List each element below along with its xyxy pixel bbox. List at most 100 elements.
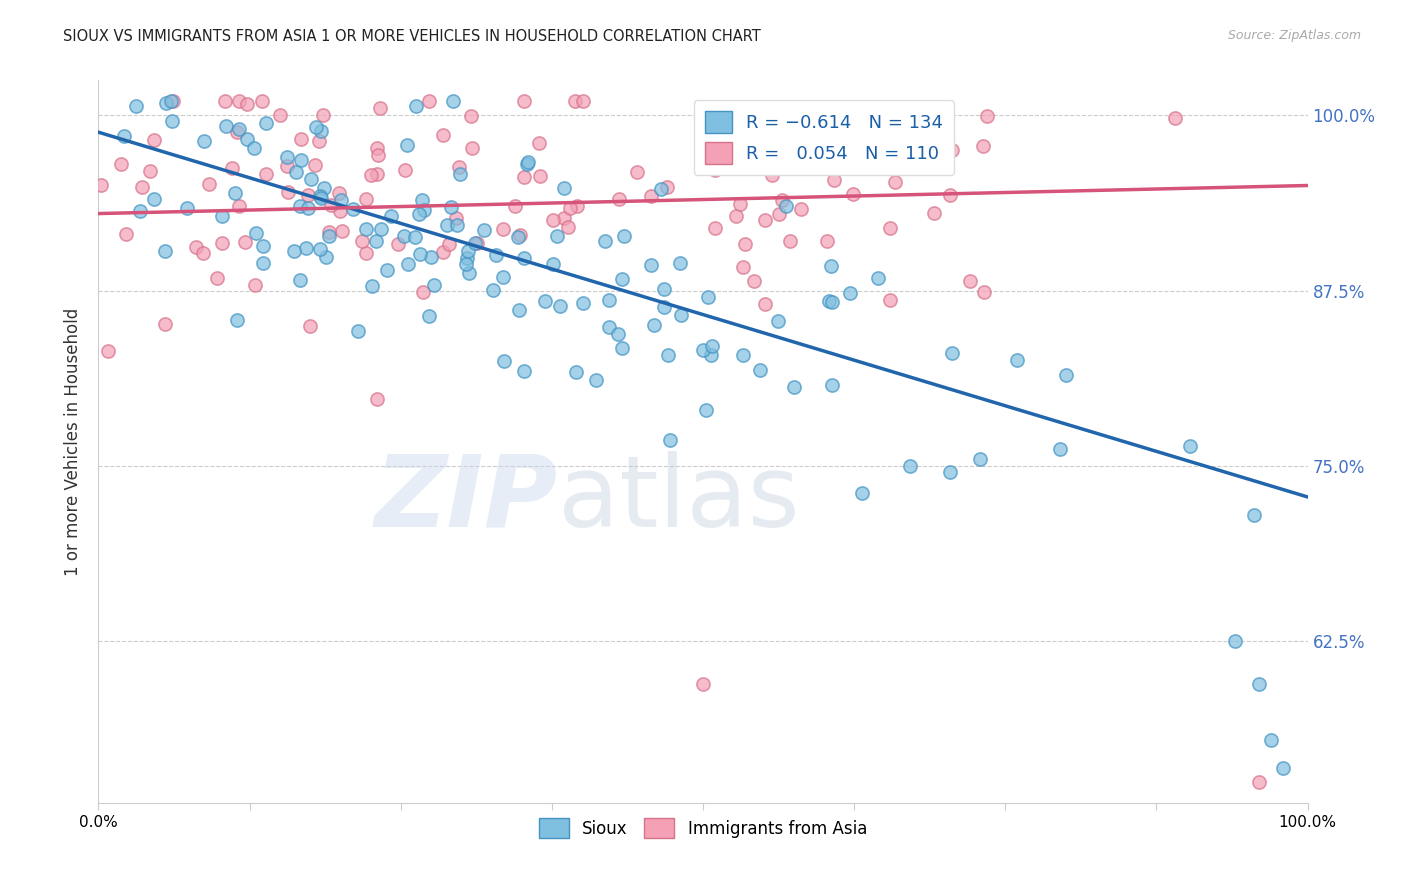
Point (464, 235, 486, 250)
Point (1180, 439, 1202, 453)
Point (155, 96, 177, 111)
Point (228, 199, 250, 213)
Point (1272, 761, 1295, 775)
Point (939, 188, 962, 202)
Point (837, 140, 859, 154)
Point (669, 308, 692, 322)
Text: SIOUX VS IMMIGRANTS FROM ASIA 1 OR MORE VEHICLES IN HOUSEHOLD CORRELATION CHART: SIOUX VS IMMIGRANTS FROM ASIA 1 OR MORE … (63, 29, 761, 44)
Point (972, 139, 994, 153)
Point (233, 235, 256, 249)
Point (731, 260, 754, 275)
Point (418, 95, 440, 109)
Point (405, 98, 427, 112)
Point (143, 193, 166, 207)
Point (482, 284, 505, 298)
Point (299, 172, 322, 186)
Point (959, 273, 981, 287)
Point (1054, 368, 1077, 383)
Point (198, 178, 221, 192)
Point (284, 165, 307, 179)
Point (692, 343, 714, 358)
Point (1223, 634, 1246, 648)
Point (125, 99, 148, 113)
Point (517, 155, 540, 169)
Point (821, 377, 844, 392)
Point (548, 299, 571, 313)
Point (449, 167, 471, 181)
Point (221, 161, 243, 175)
Point (412, 285, 434, 300)
Point (770, 193, 793, 207)
Point (976, 109, 998, 123)
Point (162, 114, 184, 128)
Point (457, 244, 479, 259)
Point (356, 192, 378, 206)
Point (243, 141, 266, 155)
Point (366, 392, 388, 406)
Point (176, 201, 198, 215)
Y-axis label: 1 or more Vehicles in Household: 1 or more Vehicles in Household (65, 308, 83, 575)
Point (866, 270, 889, 285)
Point (252, 256, 274, 270)
Point (437, 237, 460, 252)
Point (761, 168, 783, 182)
Point (308, 134, 330, 148)
Point (90, 178, 112, 192)
Point (558, 201, 581, 215)
Point (315, 250, 337, 264)
Point (823, 173, 845, 187)
Point (308, 189, 330, 203)
Point (138, 164, 160, 178)
Point (297, 187, 319, 202)
Point (396, 257, 419, 271)
Point (842, 187, 865, 202)
Point (115, 227, 138, 242)
Point (607, 326, 630, 341)
Point (941, 143, 963, 157)
Point (513, 251, 536, 265)
Point (370, 221, 392, 235)
Point (395, 137, 418, 152)
Point (245, 226, 267, 240)
Point (432, 244, 454, 259)
Point (215, 119, 238, 133)
Point (311, 123, 333, 137)
Point (394, 162, 416, 177)
Point (276, 159, 298, 173)
Point (879, 293, 901, 307)
Point (612, 272, 634, 286)
Point (541, 256, 564, 270)
Point (789, 202, 811, 216)
Point (360, 168, 382, 182)
Point (598, 320, 620, 334)
Point (973, 285, 995, 299)
Point (626, 165, 648, 179)
Point (703, 113, 725, 128)
Text: Source: ZipAtlas.com: Source: ZipAtlas.com (1227, 29, 1361, 42)
Point (529, 169, 551, 184)
Point (225, 312, 247, 326)
Point (779, 234, 801, 248)
Point (939, 465, 962, 479)
Point (820, 295, 842, 310)
Point (652, 300, 675, 314)
Point (485, 248, 508, 262)
Point (367, 148, 389, 162)
Point (513, 95, 536, 109)
Point (1249, 774, 1271, 789)
Point (492, 353, 515, 368)
Point (131, 179, 153, 194)
Point (766, 314, 789, 328)
Point (491, 222, 513, 236)
Point (541, 213, 564, 227)
Point (368, 101, 391, 115)
Point (408, 207, 430, 221)
Point (884, 175, 907, 189)
Point (444, 211, 467, 226)
Point (418, 309, 440, 323)
Point (749, 363, 772, 377)
Point (461, 141, 484, 155)
Point (110, 157, 132, 171)
Point (312, 108, 335, 122)
Point (250, 95, 273, 109)
